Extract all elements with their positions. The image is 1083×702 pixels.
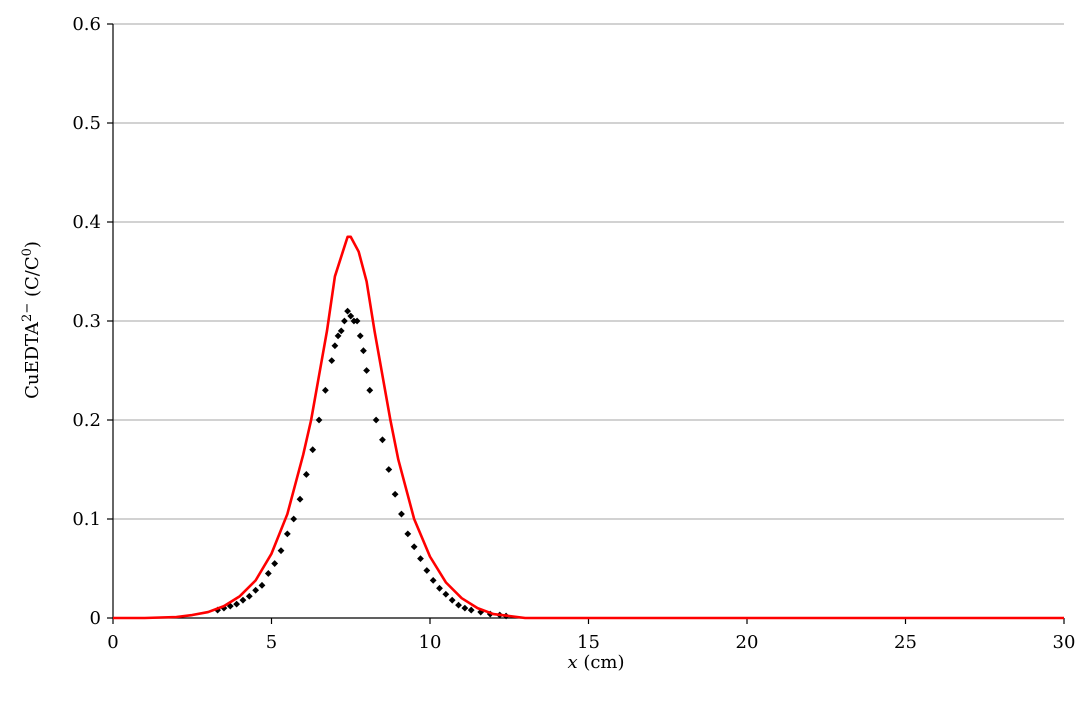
series-line-red bbox=[113, 235, 1064, 620]
data-point-diamond bbox=[366, 386, 374, 394]
data-point-diamond bbox=[436, 584, 443, 592]
x-axis-title: x (cm) bbox=[567, 652, 624, 673]
data-point-diamond bbox=[417, 555, 424, 562]
data-point-diamond bbox=[344, 307, 351, 315]
data-point-diamond bbox=[290, 515, 298, 523]
y-tick-label: 0.2 bbox=[72, 410, 101, 431]
y-axis-end: ) bbox=[22, 241, 43, 248]
x-tick-label: 10 bbox=[419, 632, 442, 653]
data-point-diamond bbox=[379, 436, 386, 444]
data-point-diamond bbox=[334, 332, 342, 340]
x-tick-label: 25 bbox=[894, 632, 917, 653]
data-point-diamond bbox=[372, 416, 380, 424]
y-tick-label: 0.1 bbox=[72, 509, 101, 530]
data-point-diamond bbox=[277, 547, 285, 555]
data-point-diamond bbox=[245, 592, 253, 600]
data-point-diamond bbox=[461, 604, 469, 612]
data-point-diamond bbox=[321, 386, 329, 394]
x-tick-label: 20 bbox=[736, 632, 759, 653]
data-point-diamond bbox=[296, 495, 304, 503]
y-axis-superscript: 2− bbox=[20, 303, 35, 322]
data-point-diamond bbox=[356, 332, 364, 340]
y-axis-base: CuEDTA bbox=[22, 321, 43, 399]
data-point-diamond bbox=[341, 317, 348, 325]
axes bbox=[107, 23, 1065, 624]
y-axis-superscript-2: 0 bbox=[20, 248, 35, 256]
x-axis-variable: x bbox=[567, 652, 577, 673]
data-point-diamond bbox=[347, 312, 355, 320]
data-point-diamond bbox=[467, 606, 475, 614]
y-tick-label: 0.3 bbox=[72, 311, 101, 332]
y-tick-label: 0.5 bbox=[72, 113, 101, 134]
data-point-diamond bbox=[337, 327, 345, 335]
data-point-diamond bbox=[264, 570, 272, 577]
data-point-diamond bbox=[360, 347, 367, 355]
data-point-diamond bbox=[404, 530, 412, 538]
data-point-diamond bbox=[442, 590, 450, 598]
data-point-diamond bbox=[363, 367, 370, 374]
data-point-diamond bbox=[448, 596, 456, 604]
x-tick-label: 15 bbox=[577, 632, 600, 653]
data-point-diamond bbox=[302, 471, 310, 478]
data-point-diamond bbox=[385, 466, 393, 473]
data-point-diamond bbox=[331, 342, 339, 350]
gridlines bbox=[113, 23, 1064, 520]
y-tick-label: 0 bbox=[90, 608, 101, 629]
x-tick-label: 30 bbox=[1053, 632, 1076, 653]
data-point-diamond bbox=[391, 490, 399, 498]
y-tick-label: 0.6 bbox=[72, 14, 101, 35]
tick-labels: 0 0.1 0.2 0.3 0.4 0.5 0.6 0 5 10 15 20 25 30 bbox=[72, 14, 1075, 653]
data-point-diamond bbox=[328, 357, 336, 364]
data-point-diamond bbox=[429, 576, 437, 584]
y-tick-label: 0.4 bbox=[72, 212, 101, 233]
x-axis-unit: (cm) bbox=[578, 652, 625, 673]
data-point-diamond bbox=[258, 581, 266, 589]
data-point-diamond bbox=[410, 543, 418, 551]
data-point-diamond bbox=[252, 586, 260, 594]
y-axis-mid: (C/C bbox=[22, 256, 43, 302]
data-point-diamond bbox=[283, 530, 291, 538]
data-point-diamond bbox=[398, 510, 405, 518]
plot-area bbox=[113, 235, 1064, 620]
data-point-diamond bbox=[309, 446, 317, 454]
x-tick-label: 5 bbox=[266, 632, 277, 653]
data-point-diamond bbox=[239, 596, 247, 604]
data-point-diamond bbox=[315, 416, 323, 424]
data-point-diamond bbox=[353, 317, 361, 325]
y-axis-title: CuEDTA2− (C/C0) bbox=[20, 241, 43, 399]
data-point-diamond bbox=[233, 600, 241, 608]
data-point-diamond bbox=[271, 560, 279, 567]
x-tick-label: 0 bbox=[107, 632, 118, 653]
data-point-diamond bbox=[423, 567, 431, 574]
data-point-diamond bbox=[455, 601, 462, 609]
